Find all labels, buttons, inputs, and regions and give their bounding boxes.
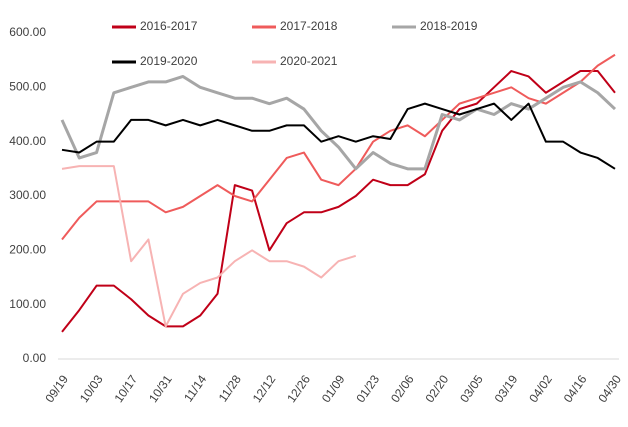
x-tick-label: 04/02: [526, 372, 555, 405]
x-tick-label: 03/05: [457, 372, 486, 405]
x-tick-label: 01/09: [319, 372, 348, 405]
y-tick-label: 400.00: [9, 134, 46, 148]
x-tick-label: 04/30: [595, 372, 624, 405]
legend-label: 2017-2018: [280, 19, 338, 33]
y-tick-label: 200.00: [9, 243, 46, 257]
x-tick-label: 03/19: [492, 372, 521, 405]
series-line: [61, 53, 616, 241]
x-tick-label: 11/14: [181, 372, 209, 404]
x-tick-label: 02/06: [388, 372, 417, 405]
y-tick-label: 100.00: [9, 297, 46, 311]
x-tick-label: 12/12: [250, 372, 279, 405]
x-tick-label: 04/16: [561, 372, 590, 405]
y-tick-label: 0.00: [23, 351, 47, 365]
legend-label: 2020-2021: [280, 54, 338, 68]
x-tick-label: 10/17: [111, 372, 140, 405]
x-tick-label: 02/20: [423, 372, 452, 405]
series-line: [61, 165, 357, 328]
x-tick-label: 10/31: [146, 372, 175, 405]
x-tick-label: 09/19: [42, 372, 71, 405]
x-tick-label: 12/26: [284, 372, 313, 405]
series-line: [60, 74, 617, 171]
y-tick-label: 300.00: [9, 188, 46, 202]
series-line: [61, 102, 616, 170]
y-tick-label: 500.00: [9, 80, 46, 94]
x-tick-label: 10/03: [77, 372, 106, 405]
x-tick-label: 11/28: [216, 372, 244, 404]
x-tick-label: 01/23: [353, 372, 382, 405]
legend-label: 2019-2020: [140, 54, 198, 68]
y-tick-label: 600.00: [9, 25, 46, 39]
series-line: [61, 70, 616, 333]
legend-label: 2018-2019: [420, 19, 478, 33]
legend-label: 2016-2017: [140, 19, 198, 33]
